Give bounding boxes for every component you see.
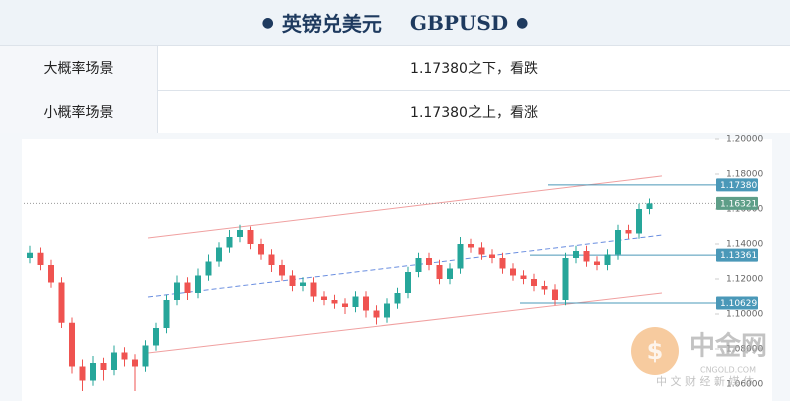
candle-body xyxy=(79,366,86,381)
y-tick-label: 1.18000 xyxy=(726,170,763,180)
row-label: 小概率场景 xyxy=(0,90,158,134)
price-label-box xyxy=(716,178,758,192)
candle-body xyxy=(447,268,453,279)
candle-body xyxy=(552,289,558,300)
header: ● 英镑兑美元 GBPUSD ● xyxy=(0,0,790,46)
price-label: 1.16321 xyxy=(720,199,757,209)
candle-body xyxy=(646,203,653,209)
candle-body xyxy=(415,258,422,272)
candle-body xyxy=(352,296,359,307)
watermark-name: 中金网 xyxy=(689,331,767,362)
candle-body xyxy=(615,230,621,255)
channel-line xyxy=(147,175,663,239)
candle-body xyxy=(541,286,548,290)
candle-body xyxy=(373,310,380,318)
candle-body xyxy=(489,254,495,258)
candle-body xyxy=(300,282,306,286)
candle-body xyxy=(510,268,516,276)
candle-body xyxy=(321,296,327,300)
table-row: 大概率场景 1.17380之下，看跌 xyxy=(0,46,790,91)
candle-body xyxy=(27,252,33,258)
y-tick-label: 1.20000 xyxy=(726,135,763,145)
candle-body xyxy=(37,252,44,265)
y-tick-label: 1.12000 xyxy=(726,275,763,285)
candle-body xyxy=(132,359,138,367)
chart: 1.200001.180001.160001.140001.120001.100… xyxy=(0,133,790,401)
candle-body xyxy=(562,258,569,300)
candle-body xyxy=(310,282,317,297)
candle-body xyxy=(142,345,149,367)
candle-body xyxy=(184,282,191,293)
watermark-domain: CNGOLD.COM xyxy=(700,366,756,375)
candle-body xyxy=(625,230,632,234)
candle-body xyxy=(279,265,285,276)
candle-body xyxy=(604,254,611,265)
watermark-slogan: 中 文 财 经 新 媒 体 xyxy=(656,374,754,388)
channel-line xyxy=(147,234,663,298)
candle-body xyxy=(636,209,642,234)
candle-body xyxy=(331,300,338,304)
price-label: 1.10629 xyxy=(720,299,757,309)
candle-body xyxy=(468,244,474,248)
candle-body xyxy=(58,282,65,323)
price-label-box xyxy=(716,248,758,262)
price-label: 1.17380 xyxy=(720,181,757,191)
price-label-box xyxy=(716,296,758,310)
candle-body xyxy=(216,247,222,262)
candle-body xyxy=(174,282,180,300)
candle-body xyxy=(436,265,443,279)
candle-body xyxy=(405,272,411,293)
y-tick-label: 1.10000 xyxy=(726,310,763,320)
candle-body xyxy=(90,363,96,381)
logo-mark: $ xyxy=(647,337,664,365)
candle-body xyxy=(363,296,369,311)
candle-body xyxy=(205,261,212,276)
candle-body xyxy=(195,275,201,293)
candle-body xyxy=(426,258,432,265)
title-cn: 英镑兑美元 xyxy=(281,12,382,36)
candle-body xyxy=(268,254,275,265)
candle-body xyxy=(289,275,296,286)
y-tick-label: 1.06000 xyxy=(726,380,763,390)
candle-body xyxy=(478,247,485,255)
y-tick-label: 1.14000 xyxy=(726,240,763,250)
candle-body xyxy=(48,265,54,283)
candle-body xyxy=(258,244,264,255)
candle-body xyxy=(100,363,107,370)
candle-body xyxy=(247,230,254,244)
candle-body xyxy=(531,279,537,286)
title-en: GBPUSD xyxy=(409,10,509,35)
candle-body xyxy=(394,293,401,304)
y-tick-label: 1.08000 xyxy=(726,345,763,355)
row-label: 大概率场景 xyxy=(0,46,158,90)
price-label-box xyxy=(716,196,758,210)
candle-body xyxy=(237,230,243,237)
candle-body xyxy=(499,258,506,269)
candle-body xyxy=(520,275,527,279)
candle-body xyxy=(111,352,117,370)
candle-body xyxy=(384,303,390,318)
row-value: 1.17380之上，看涨 xyxy=(410,105,538,121)
table-row: 小概率场景 1.17380之上，看涨 xyxy=(0,90,790,135)
candle-body xyxy=(583,251,590,262)
candle-body xyxy=(226,237,233,248)
candle-body xyxy=(163,300,170,328)
row-value: 1.17380之下，看跌 xyxy=(410,61,538,77)
candle-body xyxy=(153,328,159,346)
price-label: 1.13361 xyxy=(720,251,757,261)
candle-body xyxy=(573,251,579,258)
candle-body xyxy=(342,303,348,307)
candle-body xyxy=(457,244,464,269)
logo xyxy=(631,327,679,375)
candle-body xyxy=(121,352,128,360)
candle-body xyxy=(594,261,600,265)
candle-body xyxy=(69,322,75,367)
